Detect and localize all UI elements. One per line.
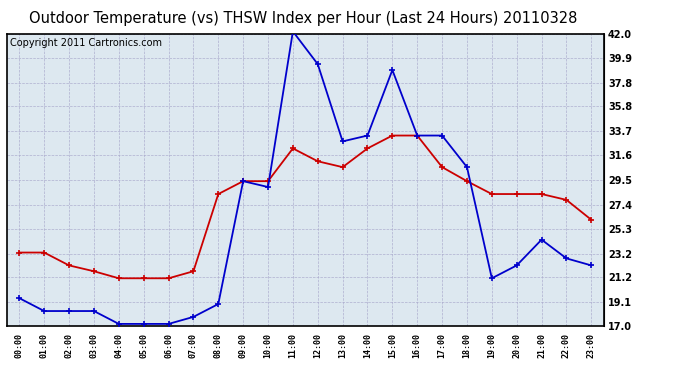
- Text: Outdoor Temperature (vs) THSW Index per Hour (Last 24 Hours) 20110328: Outdoor Temperature (vs) THSW Index per …: [30, 11, 578, 26]
- Text: Copyright 2011 Cartronics.com: Copyright 2011 Cartronics.com: [10, 38, 162, 48]
